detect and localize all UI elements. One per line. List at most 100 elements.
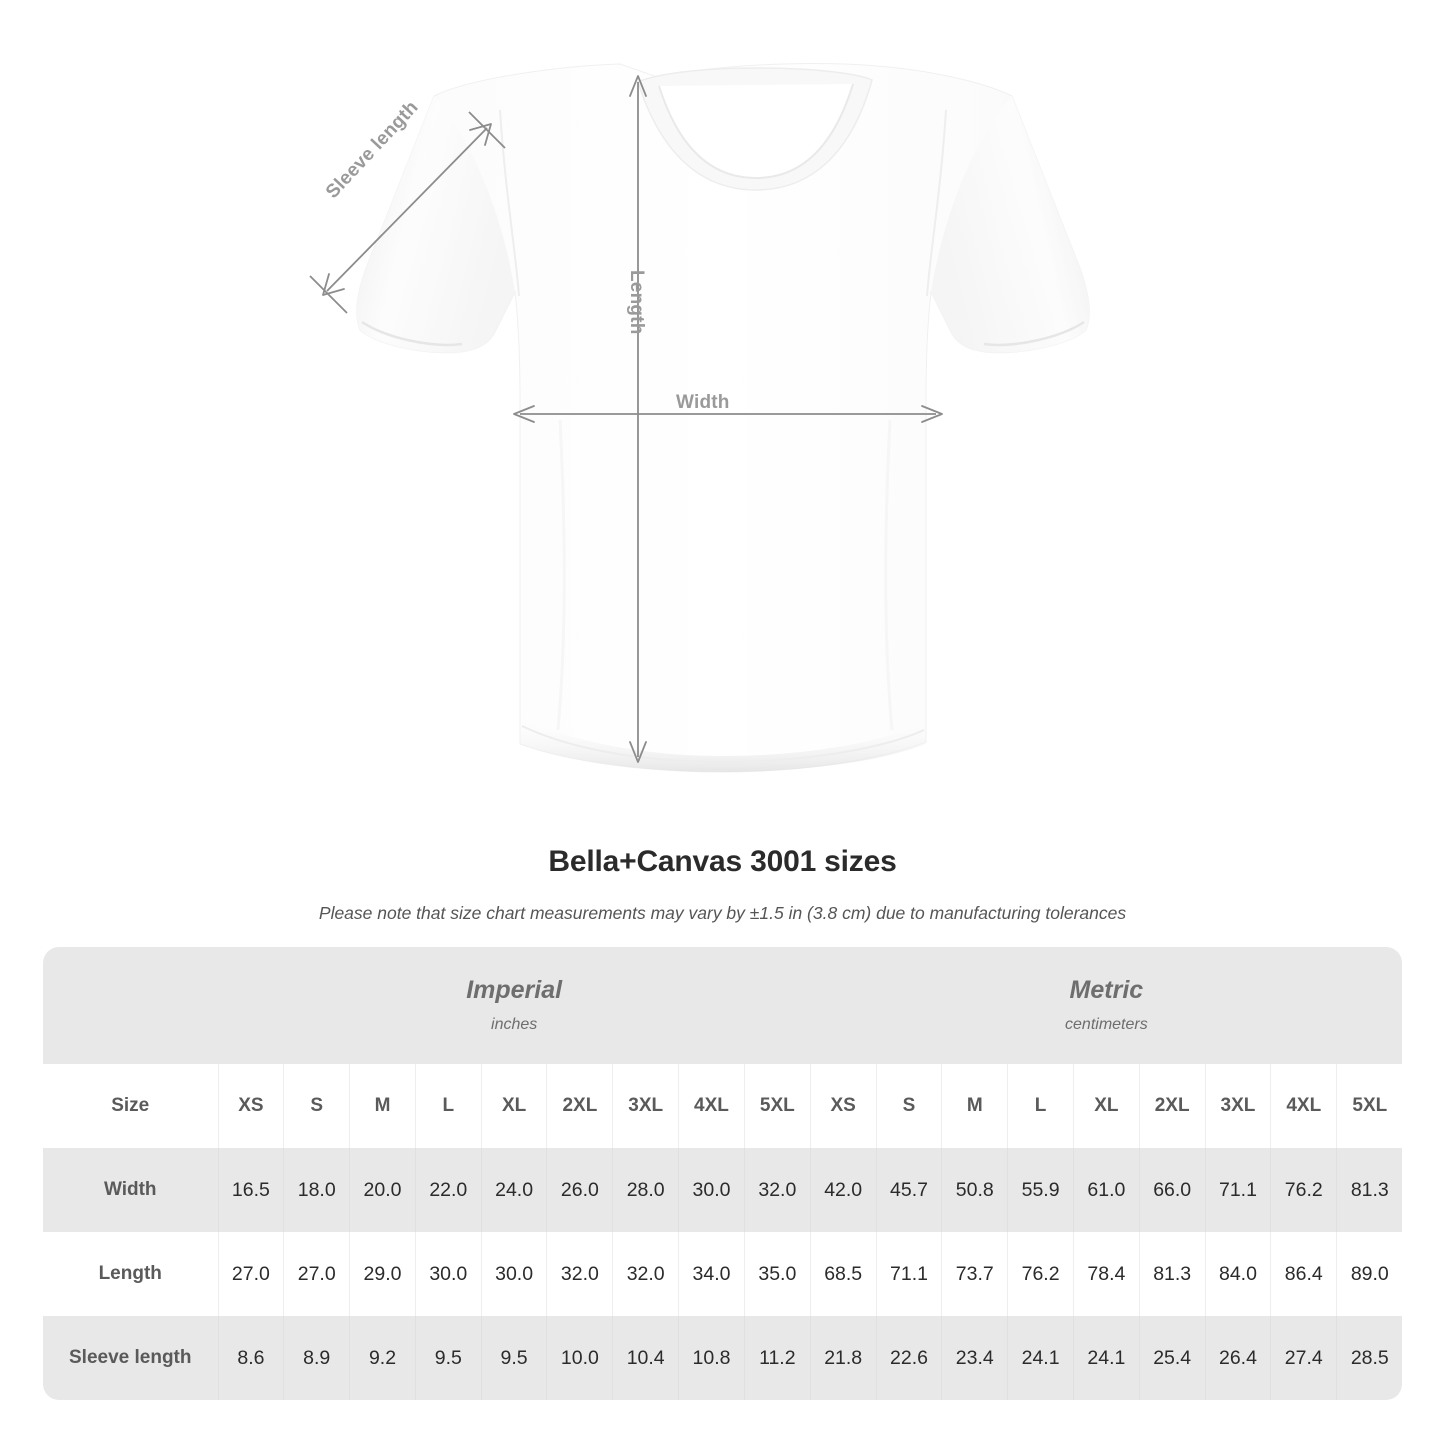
row-label-cell: Length — [43, 1232, 218, 1316]
size-header-cell: S — [283, 1064, 350, 1148]
size-header-cell: M — [349, 1064, 416, 1148]
measurement-cell: 28.5 — [1336, 1316, 1402, 1400]
measurement-cell: 30.0 — [414, 1232, 482, 1316]
measurement-cell: 28.0 — [612, 1148, 679, 1232]
table-row: Width 16.5 18.0 20.0 22.0 24.0 26.0 28.0 30.0 32.… — [43, 1148, 1402, 1232]
table-row: Length 27.0 27.0 29.0 30.0 30.0 32.0 32.0 34.0 35… — [43, 1232, 1402, 1316]
tshirt-illustration — [309, 63, 1090, 773]
measurement-cell: 8.9 — [283, 1316, 350, 1400]
measurement-cell: 78.4 — [1072, 1232, 1140, 1316]
length-arrow — [629, 75, 647, 763]
measurement-cell: 81.3 — [1336, 1148, 1402, 1232]
measurement-cell: 26.0 — [546, 1148, 613, 1232]
size-header-cell: M — [941, 1064, 1008, 1148]
measurement-cell: 32.0 — [743, 1148, 811, 1232]
measurement-cell: 16.5 — [217, 1148, 284, 1232]
length-label: Length — [626, 270, 647, 335]
size-header-row: Size XS S M L XL 2XL 3XL 4XL 5XL XS S M L XL 2XL 3XL 4XL… — [43, 1064, 1402, 1148]
measurement-cell: 18.0 — [283, 1148, 350, 1232]
unit-band-row: Imperial inches Metric centimeters — [43, 947, 1402, 1064]
measurement-cell: 27.4 — [1270, 1316, 1337, 1400]
measurement-cell: 76.2 — [1270, 1148, 1337, 1232]
measurement-cell: 24.0 — [480, 1148, 547, 1232]
size-row-label: Size — [43, 1064, 218, 1148]
measurement-cell: 22.0 — [414, 1148, 482, 1232]
measurement-cell: 26.4 — [1204, 1316, 1271, 1400]
measurement-cell: 34.0 — [678, 1232, 745, 1316]
size-header-cell: XL — [1072, 1064, 1140, 1148]
measurement-cell: 20.0 — [349, 1148, 416, 1232]
measurement-cell: 9.5 — [414, 1316, 482, 1400]
measurement-cell: 9.2 — [349, 1316, 416, 1400]
measurement-cell: 29.0 — [349, 1232, 416, 1316]
measurement-cell: 45.7 — [875, 1148, 942, 1232]
size-header-cell: 3XL — [1204, 1064, 1271, 1148]
measurement-cell: 84.0 — [1204, 1232, 1271, 1316]
size-header-cell: XS — [217, 1064, 284, 1148]
size-header-cell: 4XL — [678, 1064, 745, 1148]
measurement-cell: 68.5 — [809, 1232, 877, 1316]
imperial-sublabel: inches — [491, 1016, 538, 1034]
size-header-cell: 2XL — [546, 1064, 613, 1148]
size-header-cell: 5XL — [743, 1064, 811, 1148]
measurement-cell: 9.5 — [480, 1316, 547, 1400]
measurement-cell: 10.8 — [678, 1316, 745, 1400]
measurement-cell: 76.2 — [1007, 1232, 1074, 1316]
row-label-cell: Sleeve length — [43, 1316, 218, 1400]
measurement-cell: 81.3 — [1138, 1232, 1206, 1316]
width-label: Width — [676, 392, 730, 413]
measurement-cell: 89.0 — [1336, 1232, 1402, 1316]
sleeve-length-arrow — [309, 111, 506, 314]
measurement-cell: 10.4 — [612, 1316, 679, 1400]
measurement-cell: 22.6 — [875, 1316, 942, 1400]
row-label-cell: Width — [43, 1148, 218, 1232]
measurement-arrows — [309, 75, 943, 763]
unit-band-spacer — [43, 947, 218, 1064]
measurement-cell: 86.4 — [1270, 1232, 1337, 1316]
size-header-cell: 2XL — [1138, 1064, 1206, 1148]
measurement-cell: 21.8 — [809, 1316, 877, 1400]
measurement-cell: 8.6 — [217, 1316, 284, 1400]
measurement-cell: 71.1 — [875, 1232, 942, 1316]
size-header-cell: XL — [480, 1064, 547, 1148]
size-header-cell: 3XL — [612, 1064, 679, 1148]
unit-imperial-cell: Imperial inches — [218, 947, 811, 1064]
metric-sublabel: centimeters — [1065, 1016, 1148, 1034]
width-arrow — [513, 405, 943, 423]
tshirt-diagram: Sleeve length Length Width — [309, 63, 1090, 773]
measurement-cell: 24.1 — [1007, 1316, 1074, 1400]
size-header-cell: 4XL — [1270, 1064, 1337, 1148]
measurement-cell: 55.9 — [1007, 1148, 1074, 1232]
measurement-cell: 27.0 — [283, 1232, 350, 1316]
title-block: Bella+Canvas 3001 sizes Please note that… — [0, 845, 1445, 924]
measurement-cell: 30.0 — [678, 1148, 745, 1232]
size-header-cell: L — [414, 1064, 482, 1148]
measurement-cell: 32.0 — [546, 1232, 613, 1316]
size-header-cell: S — [875, 1064, 942, 1148]
measurement-cell: 32.0 — [612, 1232, 679, 1316]
measurement-cell: 35.0 — [743, 1232, 811, 1316]
size-chart-table: Imperial inches Metric centimeters Size … — [43, 947, 1402, 1400]
table-row: Sleeve length 8.6 8.9 9.2 9.5 9.5 10.0 10.4 10.8… — [43, 1316, 1402, 1400]
measurement-cell: 11.2 — [743, 1316, 811, 1400]
measurement-cell: 30.0 — [480, 1232, 547, 1316]
page-title: Bella+Canvas 3001 sizes — [548, 845, 897, 878]
size-header-cell: XS — [809, 1064, 877, 1148]
measurement-cell: 10.0 — [546, 1316, 613, 1400]
measurement-cell: 25.4 — [1138, 1316, 1206, 1400]
size-header-cell: 5XL — [1336, 1064, 1402, 1148]
measurement-cell: 66.0 — [1138, 1148, 1206, 1232]
tshirt-body — [356, 63, 1090, 773]
measurement-cell: 61.0 — [1072, 1148, 1140, 1232]
measurement-cell: 24.1 — [1072, 1316, 1140, 1400]
size-header-cell: L — [1007, 1064, 1074, 1148]
tolerance-note: Please note that size chart measurements… — [318, 903, 1127, 923]
measurement-cell: 73.7 — [941, 1232, 1008, 1316]
measurement-cell: 71.1 — [1204, 1148, 1271, 1232]
metric-label: Metric — [1069, 975, 1144, 1004]
measurement-cell: 42.0 — [809, 1148, 877, 1232]
measurement-cell: 23.4 — [941, 1316, 1008, 1400]
imperial-label: Imperial — [466, 975, 563, 1004]
unit-metric-cell: Metric centimeters — [810, 947, 1402, 1064]
size-chart-table-container: Imperial inches Metric centimeters Size … — [43, 947, 1402, 1400]
